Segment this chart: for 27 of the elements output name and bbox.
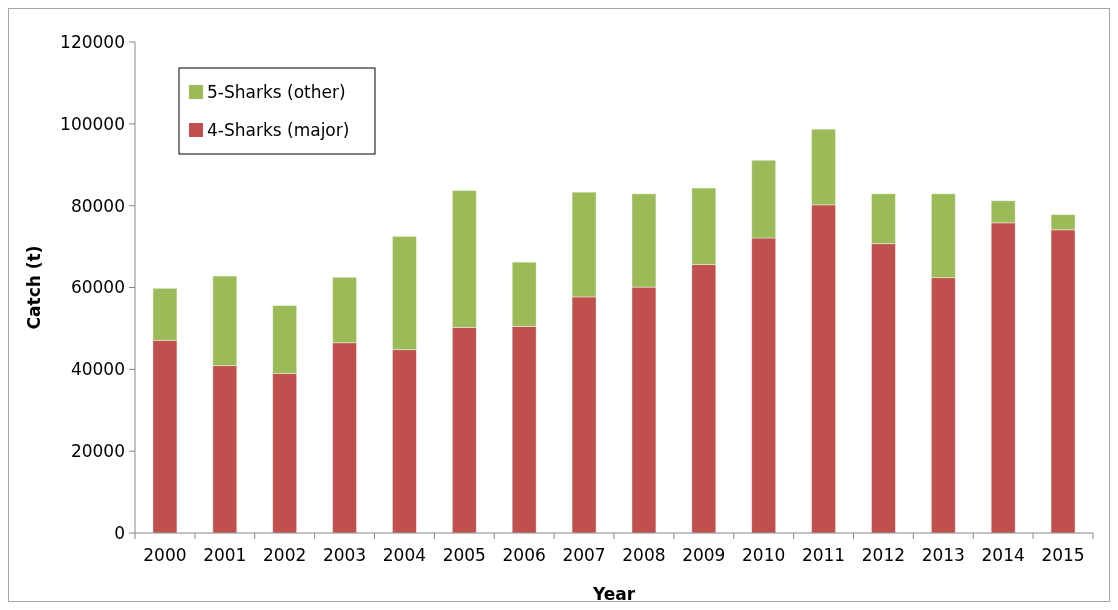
x-tick-label: 2008 (622, 545, 666, 565)
y-tick-label: 60000 (70, 277, 125, 298)
y-axis-title: Catch (t) (24, 245, 44, 330)
y-tick-label: 120000 (60, 31, 125, 52)
x-tick-label: 2000 (143, 545, 187, 565)
x-tick-label: 2013 (921, 545, 965, 565)
y-tick-label: 40000 (70, 359, 125, 380)
legend-label: 5-Sharks (other) (207, 81, 346, 102)
x-tick-label: 2014 (981, 545, 1025, 565)
legend-label: 4-Sharks (major) (207, 119, 350, 140)
x-tick-label: 2005 (442, 545, 486, 565)
x-tick-label: 2002 (263, 545, 307, 565)
y-tick-label: 20000 (70, 441, 125, 462)
x-tick-label: 2003 (322, 545, 367, 565)
x-tick-label: 2001 (203, 545, 247, 565)
x-tick-label: 2009 (682, 545, 726, 565)
x-tick-label: 2015 (1041, 545, 1085, 565)
x-tick-label: 2007 (562, 545, 606, 565)
x-tick-label: 2010 (742, 545, 786, 565)
y-tick-label: 0 (114, 522, 125, 543)
x-tick-label: 2012 (861, 545, 906, 565)
y-tick-label: 80000 (70, 195, 125, 216)
x-tick-label: 2004 (382, 545, 427, 565)
x-tick-label: 2011 (801, 545, 846, 565)
y-tick-label: 100000 (60, 113, 125, 134)
x-axis-title: Year (591, 584, 636, 604)
x-tick-label: 2006 (502, 545, 546, 565)
